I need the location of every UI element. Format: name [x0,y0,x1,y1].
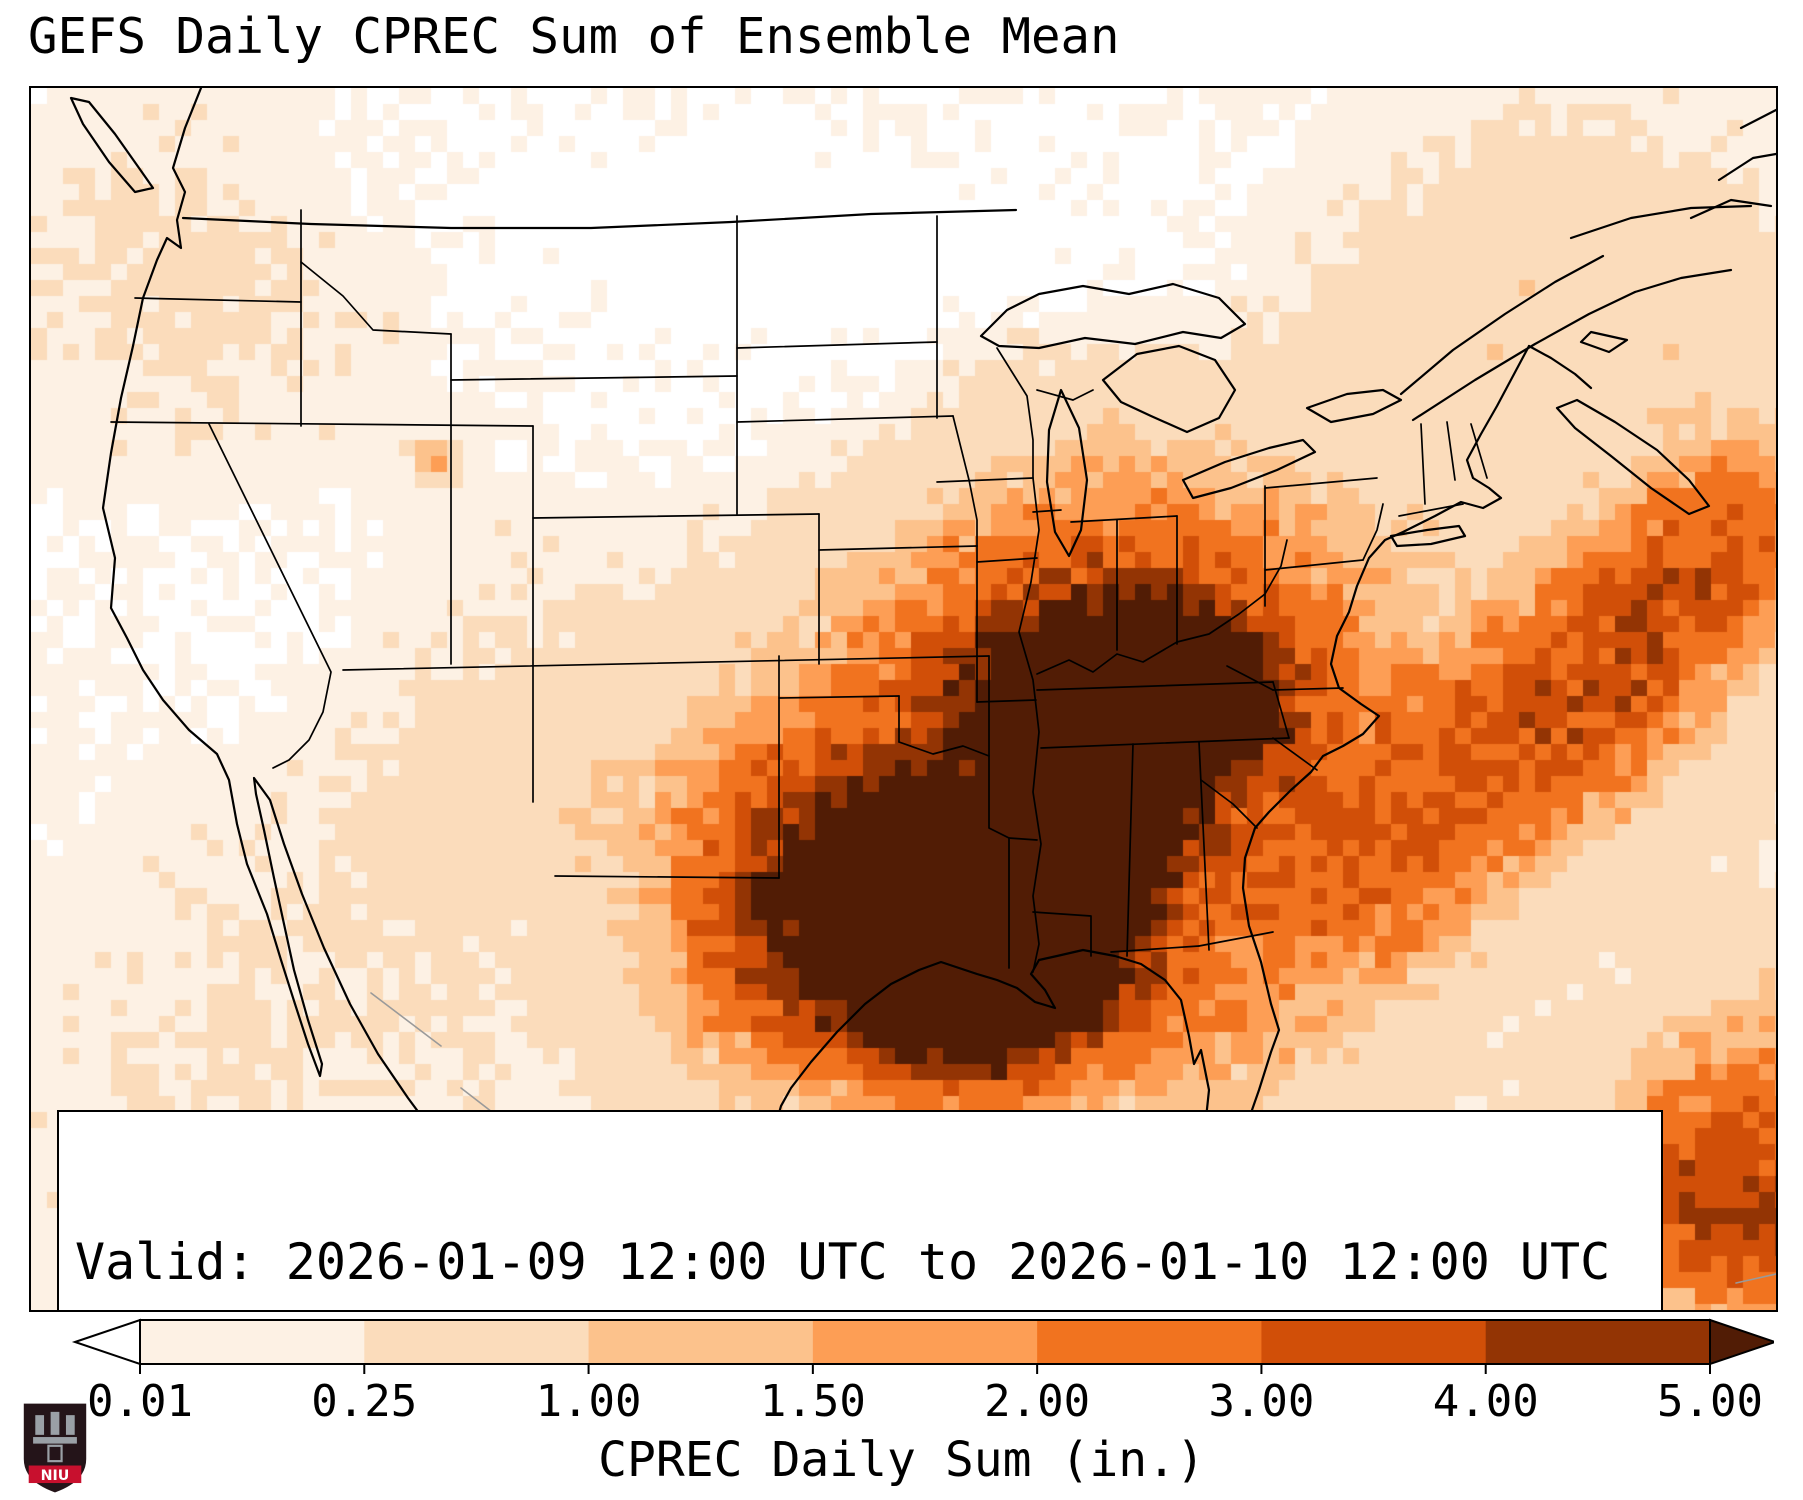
newfoundland-coast-3 [1739,108,1776,130]
colorbar-tick-label: 3.00 [1208,1376,1315,1427]
colorbar-label: CPREC Daily Sum (in.) [598,1432,1205,1488]
basemap-overlay [69,88,1776,1310]
map-panel: Valid: 2026-01-09 12:00 UTC to 2026-01-1… [29,86,1778,1312]
lake-michigan [1045,388,1089,558]
validity-box: Valid: 2026-01-09 12:00 UTC to 2026-01-1… [57,1110,1663,1310]
new-brunswick-coast [1527,344,1593,390]
st-lawrence-south-shore [1399,254,1605,396]
colorbar [71,1318,1774,1374]
colorbar-segment [1037,1320,1263,1364]
pacific-mexico-coast [101,88,691,1310]
nova-scotia-coast [1555,398,1711,516]
colorbar-over-arrow [1709,1318,1774,1366]
colorbar-segment [1485,1320,1711,1364]
state-borders [110,209,1488,973]
precip-heatmap-canvas [31,88,1776,1310]
lake-huron [1101,344,1237,434]
colorbar-tick-label: 4.00 [1432,1376,1539,1427]
colorbar-tick-label: 1.50 [759,1376,866,1427]
lake-erie [1181,438,1317,500]
newfoundland-coast-1 [1717,152,1776,182]
chart-title: GEFS Daily CPREC Sum of Ensemble Mean [28,8,1120,65]
canada-border-49n [181,208,1018,230]
st-lawrence-north-shore [1411,290,1637,422]
colorbar-tick-label: 1.00 [535,1376,642,1427]
prince-edward-island [1579,330,1629,354]
niu-logo: NIU [23,1403,87,1493]
lake-superior [979,282,1247,350]
colorbar-tick-label: 0.25 [311,1376,418,1427]
colorbar-segment [588,1320,814,1364]
quebec-north-shore [1569,204,1753,240]
long-island [1389,524,1467,548]
colorbar-tick-labels: 0.01 0.25 1.00 1.50 2.00 3.00 4.00 5.00 [29,1376,1774,1428]
colorbar-tick-label: 2.00 [984,1376,1091,1427]
niu-band [28,1465,82,1484]
newfoundland-coast-2 [1689,198,1773,220]
coastlines [69,88,1776,1310]
colorbar-segment [140,1320,365,1364]
colorbar-segment [364,1320,590,1364]
vancouver-island-coast [69,96,155,194]
valid-text: Valid: 2026-01-09 12:00 UTC to 2026-01-1… [75,1233,1611,1291]
gaspe-coast [1633,268,1733,294]
niu-text: NIU [41,1468,70,1484]
colorbar-tick-label: 0.01 [87,1376,193,1427]
lake-ontario [1305,388,1403,424]
colorbar-under-arrow [71,1318,141,1366]
colorbar-segment [1261,1320,1487,1364]
colorbar-segment [812,1320,1038,1364]
niu-castle-icon [33,1411,77,1463]
colorbar-tick-label: 5.00 [1657,1376,1763,1427]
